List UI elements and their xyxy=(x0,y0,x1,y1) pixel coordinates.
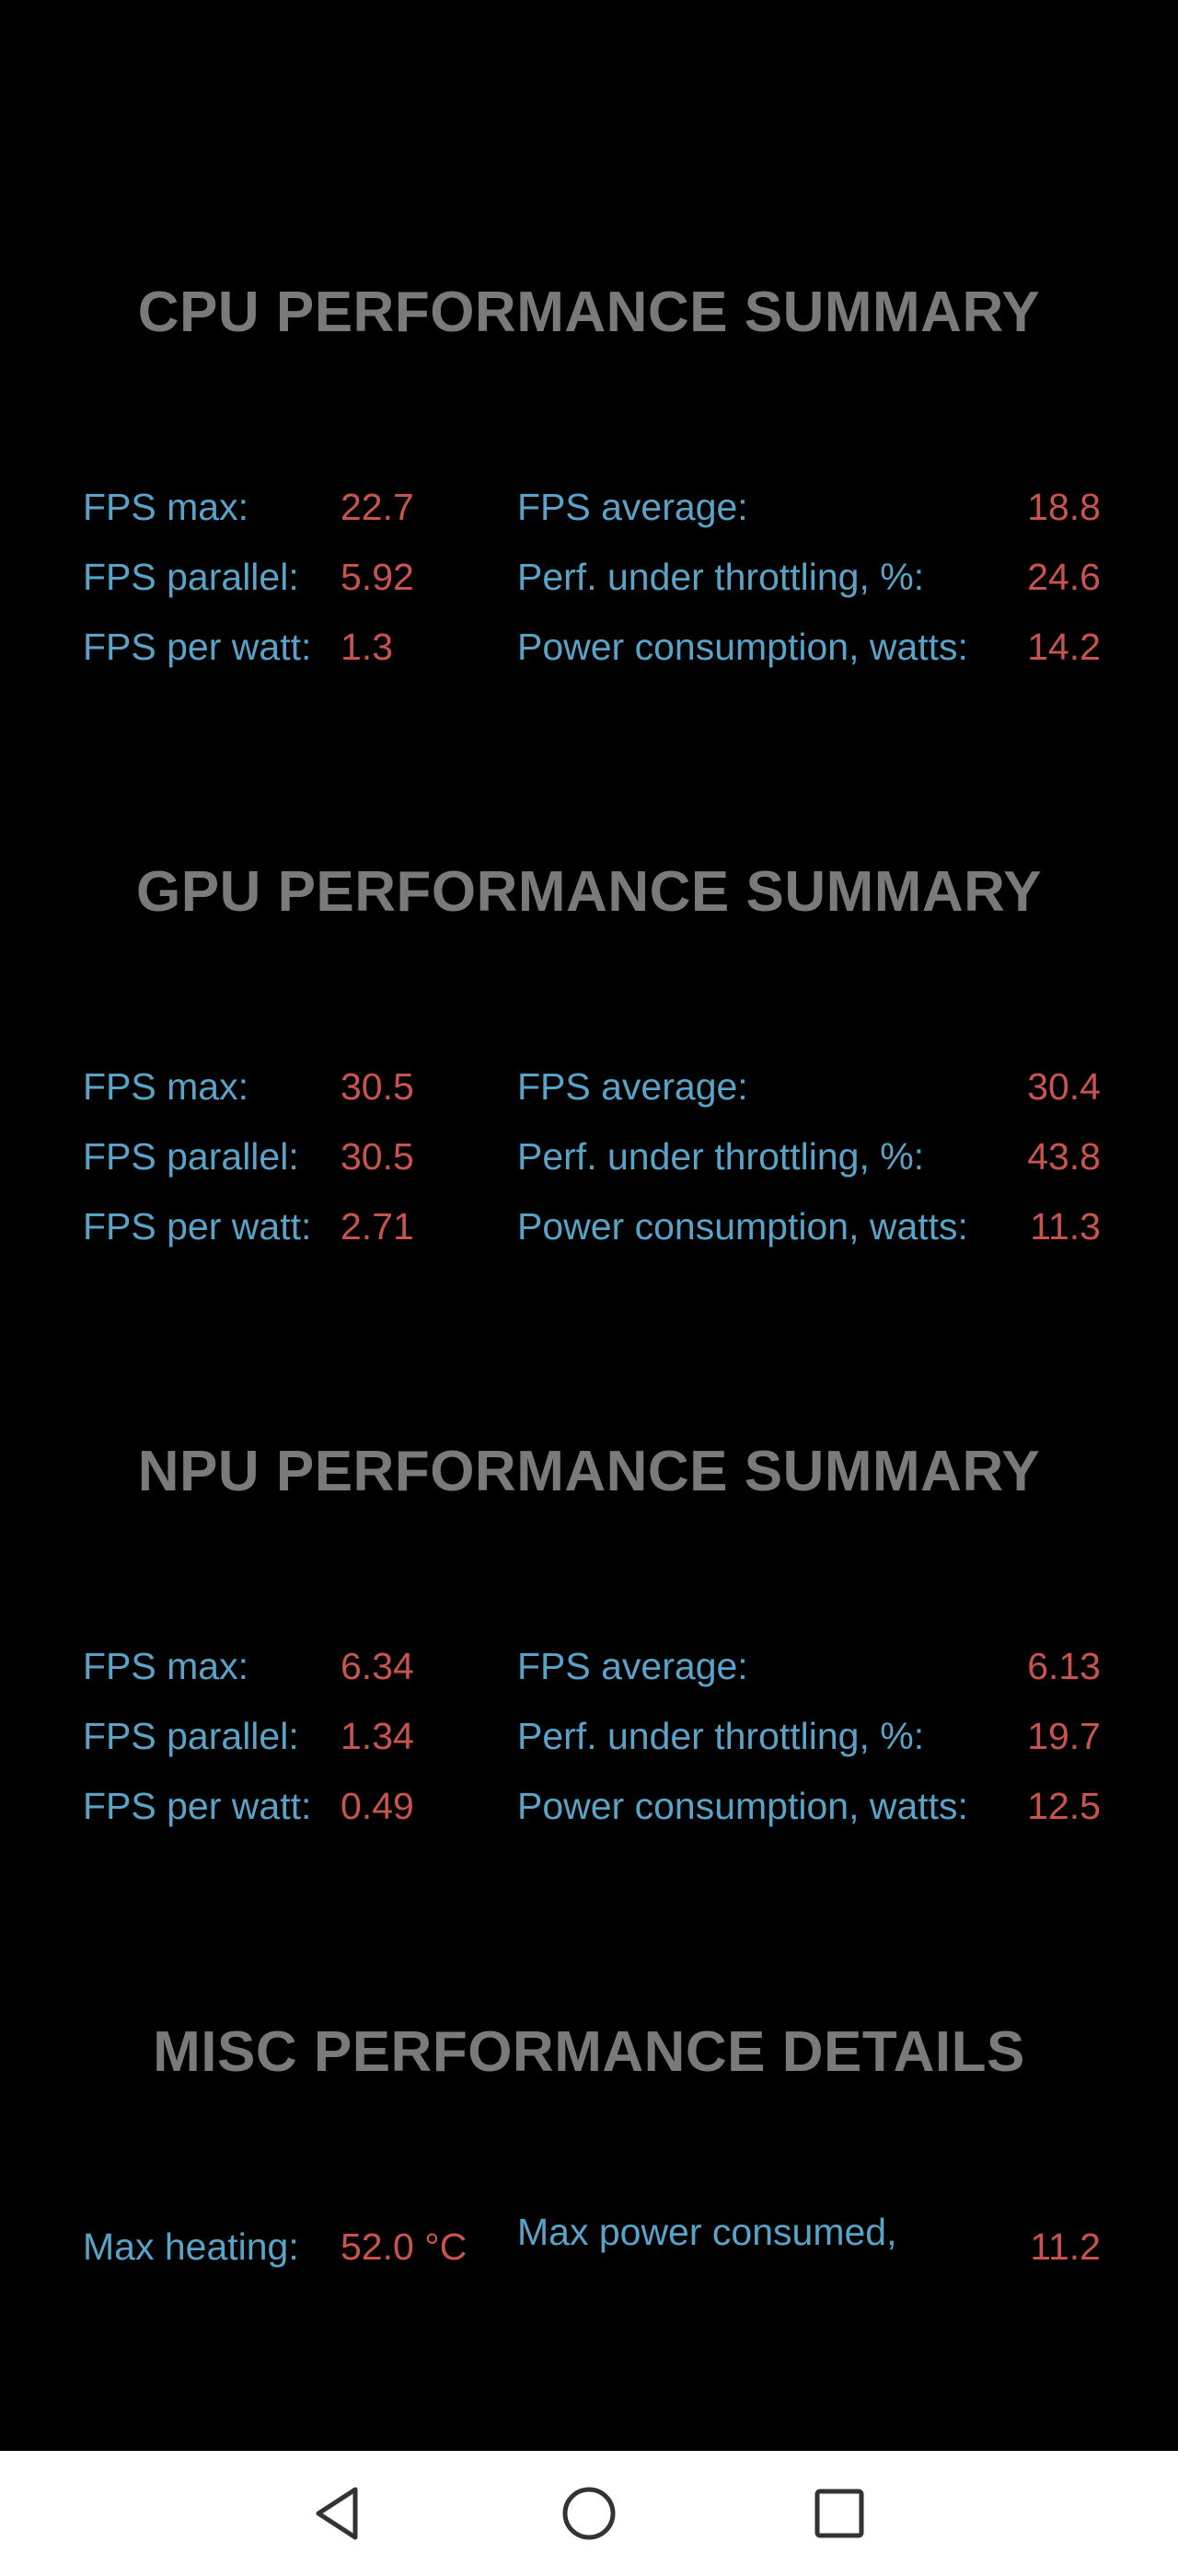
stat-row: FPS parallel: 30.5 Perf. under throttlin… xyxy=(0,1133,1178,1188)
system-navigation-bar xyxy=(0,2451,1178,2576)
stat-row: FPS max: 22.7 FPS average: 18.8 xyxy=(0,483,1178,538)
stat-value: 1.34 xyxy=(341,1715,414,1757)
stat-value: 30.4 xyxy=(1027,1065,1101,1108)
stat-value: 0.49 xyxy=(341,1785,414,1827)
recents-square-icon xyxy=(814,2489,864,2538)
stat-value: 43.8 xyxy=(1027,1135,1101,1178)
section-title: GPU PERFORMANCE SUMMARY xyxy=(135,860,1042,924)
results-screen: CPU PERFORMANCE SUMMARY FPS max: 22.7 FP… xyxy=(0,281,1178,2296)
stat-row: FPS per watt: 0.49 Power consumption, wa… xyxy=(0,1782,1178,1837)
stat-value: 6.34 xyxy=(341,1645,414,1687)
stat-label: Power consumption, watts: xyxy=(517,626,968,668)
section-title: CPU PERFORMANCE SUMMARY xyxy=(137,281,1041,344)
stat-row: FPS max: 30.5 FPS average: 30.4 xyxy=(0,1063,1178,1118)
stat-label: Perf. under throttling, %: xyxy=(517,1135,925,1178)
stat-label: FPS parallel: xyxy=(83,1715,299,1757)
stat-label: FPS max: xyxy=(83,1645,248,1687)
stat-value: 11.3 xyxy=(1030,1205,1101,1248)
back-triangle-icon xyxy=(316,2487,358,2540)
stat-label: FPS per watt: xyxy=(83,626,312,668)
stat-value: 30.5 xyxy=(341,1065,414,1108)
section-title: MISC PERFORMANCE DETAILS xyxy=(153,2020,1025,2084)
stat-label: FPS per watt: xyxy=(83,1785,312,1827)
stat-row: FPS per watt: 2.71 Power consumption, wa… xyxy=(0,1202,1178,1258)
max-heating-label: Max heating: xyxy=(83,2225,299,2268)
stat-label: FPS max: xyxy=(83,1065,248,1108)
stat-label: FPS per watt: xyxy=(83,1205,312,1248)
stat-value: 12.5 xyxy=(1027,1785,1101,1827)
recents-button[interactable] xyxy=(803,2477,876,2550)
stat-label: FPS parallel: xyxy=(83,556,299,598)
stat-value: 30.5 xyxy=(341,1135,414,1178)
stat-row: Max heating: 52.0 °C Max power consumed,… xyxy=(0,2211,1178,2296)
section-title: NPU PERFORMANCE SUMMARY xyxy=(137,1440,1041,1503)
stat-value: 2.71 xyxy=(341,1205,414,1248)
stat-value: 6.13 xyxy=(1027,1645,1101,1687)
stat-label: FPS average: xyxy=(517,1065,748,1108)
home-button[interactable] xyxy=(552,2477,626,2550)
stat-label: Power consumption, watts: xyxy=(517,1205,968,1248)
max-power-value: 11.2 xyxy=(1030,2225,1101,2268)
stat-value: 14.2 xyxy=(1027,626,1101,668)
stat-value: 5.92 xyxy=(341,556,414,598)
stat-label: FPS parallel: xyxy=(83,1135,299,1178)
stat-label: FPS max: xyxy=(83,486,248,528)
max-power-label: Max power consumed, watts: xyxy=(517,2211,897,2265)
stat-value: 24.6 xyxy=(1027,556,1101,598)
stat-row: FPS parallel: 5.92 Perf. under throttlin… xyxy=(0,553,1178,608)
stat-row: FPS per watt: 1.3 Power consumption, wat… xyxy=(0,623,1178,678)
stat-label: FPS average: xyxy=(517,486,748,528)
stat-row: FPS parallel: 1.34 Perf. under throttlin… xyxy=(0,1712,1178,1767)
stat-value: 19.7 xyxy=(1027,1715,1101,1757)
stat-row: FPS max: 6.34 FPS average: 6.13 xyxy=(0,1642,1178,1697)
stat-label: Power consumption, watts: xyxy=(517,1785,968,1827)
stat-label: Perf. under throttling, %: xyxy=(517,1715,925,1757)
max-heating-value: 52.0 °C xyxy=(341,2225,468,2268)
home-circle-icon xyxy=(562,2487,616,2540)
stat-label: Perf. under throttling, %: xyxy=(517,556,925,598)
stat-value: 1.3 xyxy=(341,626,393,668)
stat-value: 18.8 xyxy=(1027,486,1101,528)
stat-label: FPS average: xyxy=(517,1645,748,1687)
stat-value: 22.7 xyxy=(341,486,414,528)
back-button[interactable] xyxy=(302,2477,375,2550)
